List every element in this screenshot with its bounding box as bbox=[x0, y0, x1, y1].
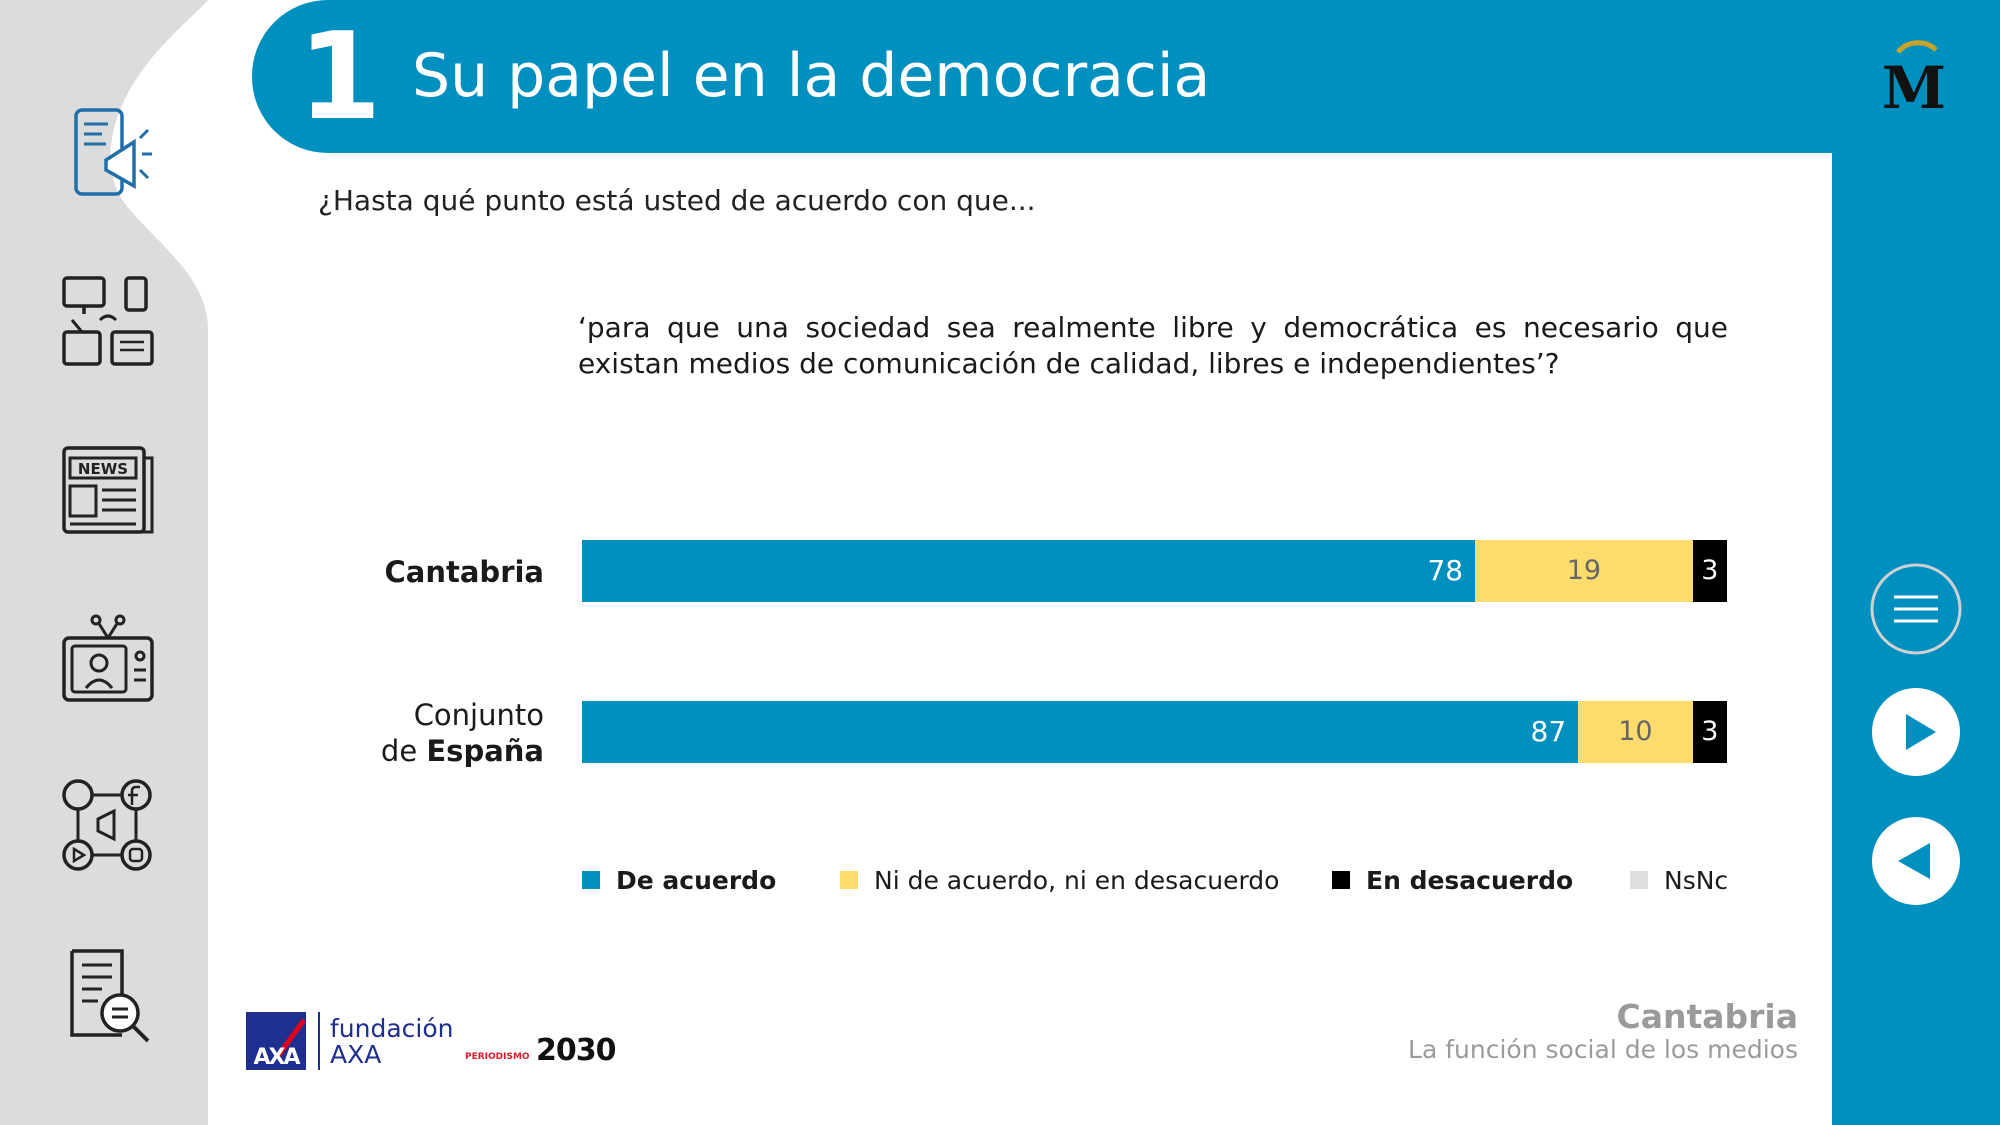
category-label-espana-line2: de España bbox=[381, 733, 544, 769]
fundacion-axa-text: fundación AXA bbox=[330, 1016, 454, 1068]
category-label-espana: Conjunto de España bbox=[381, 697, 544, 769]
legend-item-de-acuerdo: De acuerdo bbox=[582, 862, 776, 898]
axa-divider bbox=[318, 1012, 320, 1070]
bar-segment-ni-de-acuerdo bbox=[1578, 701, 1693, 763]
header-banner bbox=[252, 0, 1832, 153]
previous-icon bbox=[1898, 843, 1930, 879]
document-search-icon[interactable] bbox=[58, 945, 158, 1045]
social-media-icon[interactable] bbox=[58, 775, 158, 875]
phone-megaphone-icon[interactable] bbox=[58, 102, 158, 202]
legend-item-ni-de-acuerdo: Ni de acuerdo, ni en desacuerdo bbox=[840, 862, 1279, 898]
chapter-number: 1 bbox=[298, 8, 382, 147]
next-icon bbox=[1906, 714, 1936, 750]
bar-segment-de-acuerdo bbox=[582, 701, 1579, 763]
axa-logo-text: AXA bbox=[253, 1045, 300, 1070]
survey-statement: ‘para que una sociedad sea realmente lib… bbox=[578, 311, 1728, 380]
newspaper-icon[interactable]: NEWS bbox=[58, 438, 158, 538]
next-button[interactable] bbox=[1870, 686, 1962, 778]
bar-value-label: 78 bbox=[1427, 554, 1464, 587]
newspaper-icon-text: NEWS bbox=[78, 460, 128, 478]
devices-icon[interactable] bbox=[58, 272, 158, 372]
bar-row-cantabria: 78 19 3 bbox=[582, 540, 1727, 602]
legend-label-en-desacuerdo: En desacuerdo bbox=[1366, 865, 1574, 895]
bar-segment-ni-de-acuerdo bbox=[1475, 540, 1693, 602]
right-rail bbox=[1832, 0, 2000, 1125]
category-label-cantabria: Cantabria bbox=[384, 555, 545, 589]
legend-swatch-ni-de-acuerdo bbox=[840, 871, 858, 889]
previous-button[interactable] bbox=[1870, 815, 1962, 907]
legend-swatch-en-desacuerdo bbox=[1332, 871, 1350, 889]
tv-presenter-icon[interactable] bbox=[58, 608, 158, 708]
legend-swatch-de-acuerdo bbox=[582, 871, 600, 889]
footer-subtitle: La función social de los medios bbox=[1408, 1035, 1798, 1064]
legend-item-nsnc: NsNc bbox=[1630, 862, 1728, 898]
footer-region: Cantabria bbox=[1616, 997, 1799, 1036]
publisher-logo[interactable]: M bbox=[1878, 38, 1950, 114]
fundacion-line2: AXA bbox=[330, 1040, 382, 1069]
bar-row-espana: 87 10 3 bbox=[582, 701, 1727, 763]
bar-value-label: 10 bbox=[1618, 716, 1653, 747]
legend-label-nsnc: NsNc bbox=[1664, 865, 1729, 895]
fundacion-line1: fundación bbox=[330, 1014, 454, 1043]
bar-segment-en-desacuerdo bbox=[1692, 701, 1727, 763]
legend-item-en-desacuerdo: En desacuerdo bbox=[1332, 862, 1573, 898]
periodismo-2030-logo: 2030 bbox=[536, 1033, 616, 1068]
bar-value-label: 19 bbox=[1566, 555, 1602, 586]
bar-value-label: 3 bbox=[1701, 716, 1719, 747]
bar-segment-en-desacuerdo bbox=[1692, 540, 1727, 602]
legend-swatch-nsnc bbox=[1630, 871, 1648, 889]
axa-logo-graphic: AXA bbox=[253, 1018, 307, 1070]
page-title: Su papel en la democracia bbox=[412, 41, 1211, 111]
menu-button[interactable] bbox=[1870, 563, 1962, 655]
category-label-espana-line1: Conjunto bbox=[413, 698, 544, 732]
bar-value-label: 87 bbox=[1530, 715, 1567, 748]
legend-label-de-acuerdo: De acuerdo bbox=[616, 865, 777, 895]
bar-segment-de-acuerdo bbox=[582, 540, 1476, 602]
category-label-espana-bold: España bbox=[426, 734, 544, 768]
category-label-espana-prefix: de bbox=[380, 734, 427, 768]
logo-letter: M bbox=[1882, 54, 1946, 114]
axa-logo: AXA bbox=[246, 1012, 307, 1070]
bar-value-label: 3 bbox=[1701, 555, 1719, 586]
menu-icon bbox=[1894, 595, 1938, 623]
survey-question: ¿Hasta qué punto está usted de acuerdo c… bbox=[318, 184, 1036, 217]
legend-label-ni-de-acuerdo: Ni de acuerdo, ni en desacuerdo bbox=[874, 865, 1280, 895]
periodismo-logo-text: PERIODISMO bbox=[465, 1052, 530, 1062]
